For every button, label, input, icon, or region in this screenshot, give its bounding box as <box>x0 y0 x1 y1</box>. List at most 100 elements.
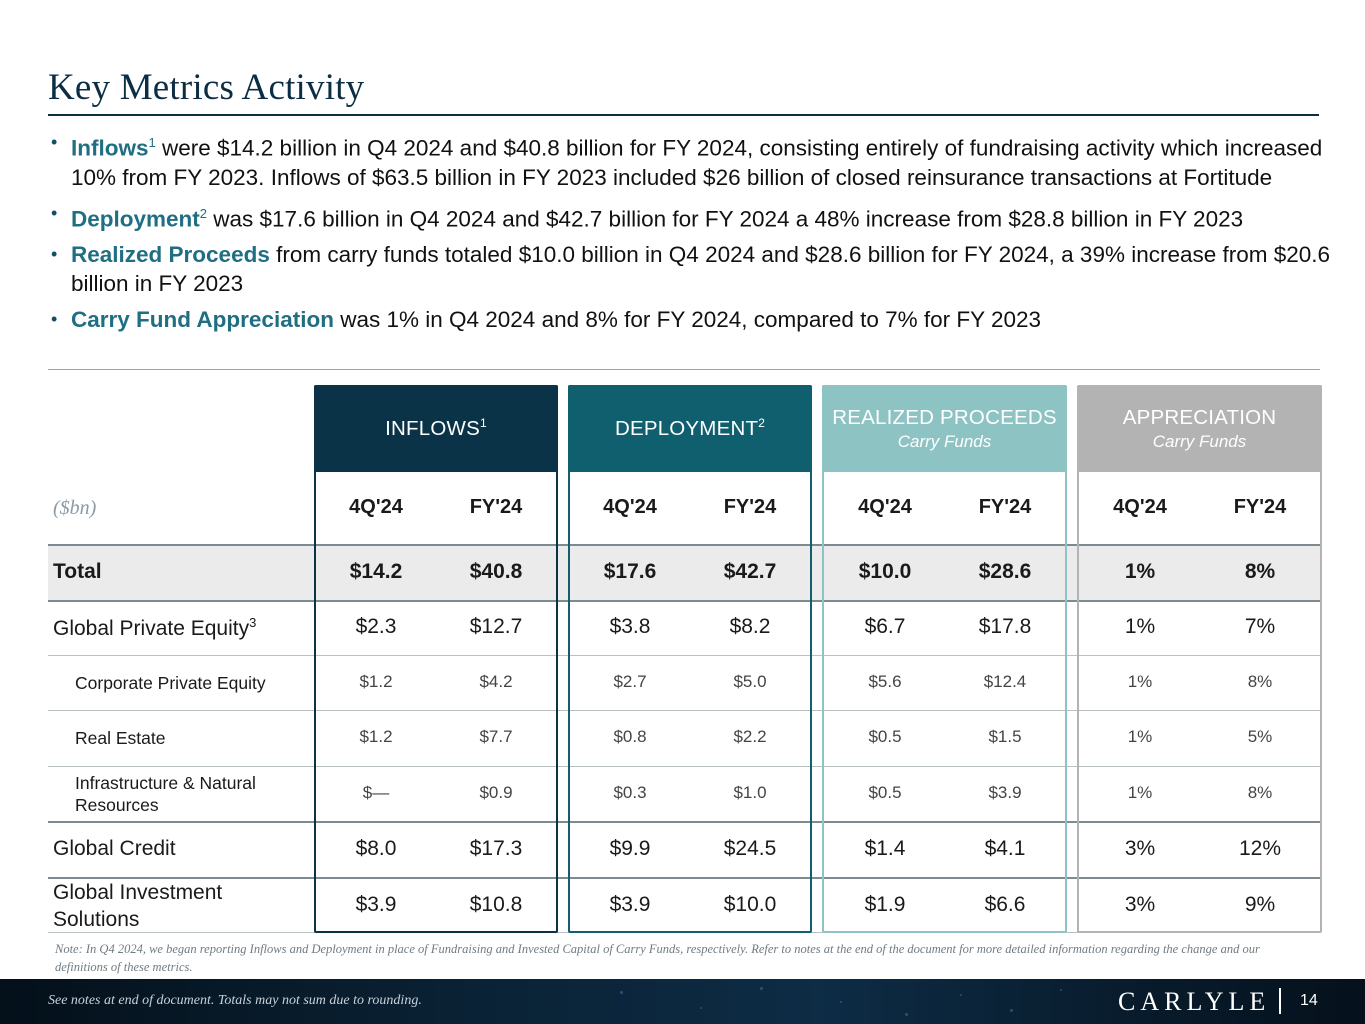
page-title: Key Metrics Activity <box>48 67 365 108</box>
table-cell: $0.3 <box>613 783 647 802</box>
table-cell: $42.7 <box>723 560 777 583</box>
bullet-term: Deployment <box>71 206 200 231</box>
row-divider <box>48 544 1320 546</box>
table-cell: $10.0 <box>858 560 912 583</box>
group-title: INFLOWS <box>385 416 480 440</box>
table-cell: $6.7 <box>864 615 906 638</box>
table-cell: $3.9 <box>355 893 397 916</box>
table-cell: 5% <box>1247 727 1273 746</box>
table-cell: $4.2 <box>479 672 513 691</box>
table-cell: $4.1 <box>984 837 1026 860</box>
footnote-ref: 1 <box>479 416 487 431</box>
unit-label: ($bn) <box>53 497 97 519</box>
table-cell: 1% <box>1124 615 1156 638</box>
period-header: FY'24 <box>723 496 777 518</box>
table-cell: 1% <box>1127 727 1153 746</box>
table-cell: $17.8 <box>978 615 1032 638</box>
bullet-dot-icon: • <box>51 308 58 329</box>
row-divider <box>48 710 1320 711</box>
table-cell: $24.5 <box>723 837 777 860</box>
table-cell: $0.9 <box>479 783 513 802</box>
bullet-term: Carry Fund Appreciation <box>71 306 334 332</box>
footnote-ref: 2 <box>758 416 766 431</box>
row-label-global-credit: Global Credit <box>53 837 176 860</box>
table-cell: $1.2 <box>359 727 393 746</box>
footnote-ref: 2 <box>199 205 208 221</box>
table-cell: $7.7 <box>479 727 513 746</box>
row-label-corporate-private-equity: Corporate Private Equity <box>75 673 266 693</box>
appreciation-header: APPRECIATION Carry Funds <box>1077 385 1322 472</box>
table-cell: $5.0 <box>733 672 767 691</box>
bullet-deployment: • Deployment2 was $17.6 billion in Q4 20… <box>48 199 1333 234</box>
period-header: FY'24 <box>1233 496 1287 518</box>
footer-bar: See notes at end of document. Totals may… <box>0 979 1365 1024</box>
period-header: FY'24 <box>978 496 1032 518</box>
table-cell: $3.8 <box>609 615 651 638</box>
table-cell: $14.2 <box>349 560 403 583</box>
table-cell: $5.6 <box>868 672 902 691</box>
bullet-term: Realized Proceeds <box>71 241 270 267</box>
table-cell: 9% <box>1244 893 1276 916</box>
footer-disclaimer: See notes at end of document. Totals may… <box>48 993 422 1008</box>
total-row-band <box>48 545 1320 600</box>
table-cell: $9.9 <box>609 837 651 860</box>
bullet-dot-icon: • <box>51 243 58 264</box>
inflows-header: INFLOWS1 <box>314 385 558 472</box>
table-cell: $2.7 <box>613 672 647 691</box>
group-title: DEPLOYMENT <box>614 416 759 440</box>
table-cell: $1.0 <box>733 783 767 802</box>
carlyle-logo: CARLYLE <box>1118 987 1271 1016</box>
row-divider <box>48 600 1320 602</box>
table-cell: $6.6 <box>984 893 1026 916</box>
period-header: FY'24 <box>469 496 523 518</box>
bullet-appreciation: • Carry Fund Appreciation was 1% in Q4 2… <box>48 305 1333 335</box>
table-cell: $8.2 <box>729 615 771 638</box>
period-header: 4Q'24 <box>603 496 657 518</box>
row-divider <box>48 655 1320 656</box>
table-cell: $2.3 <box>355 615 397 638</box>
table-cell: $1.2 <box>359 672 393 691</box>
table-cell: $17.3 <box>469 837 523 860</box>
realized-proceeds-header: REALIZED PROCEEDS Carry Funds <box>822 385 1067 472</box>
table-cell: $40.8 <box>469 560 523 583</box>
table-cell: 3% <box>1124 893 1156 916</box>
note-text: Note: In Q4 2024, we began reporting Inf… <box>55 942 1260 974</box>
table-cell: 3% <box>1124 837 1156 860</box>
row-label-global-investment-solutions: Global Investment Solutions <box>53 881 223 931</box>
deployment-header: DEPLOYMENT2 <box>568 385 812 472</box>
period-header: 4Q'24 <box>349 496 403 518</box>
period-header: 4Q'24 <box>858 496 912 518</box>
table-cell: $12.7 <box>469 615 523 638</box>
section-divider <box>48 369 1320 370</box>
table-cell: $8.0 <box>355 837 397 860</box>
logo-divider <box>1279 988 1281 1014</box>
table-cell: $1.5 <box>988 727 1022 746</box>
table-cell: $17.6 <box>603 560 657 583</box>
group-title: REALIZED PROCEEDS <box>832 405 1057 429</box>
table-cell: $3.9 <box>609 893 651 916</box>
row-divider <box>48 877 1320 879</box>
bullet-list: • Inflows1 were $14.2 billion in Q4 2024… <box>48 128 1333 340</box>
table-cell: $— <box>362 783 390 802</box>
table-cell: $1.4 <box>864 837 906 860</box>
row-label-text: Global Private Equity <box>53 617 250 640</box>
bullet-inflows: • Inflows1 were $14.2 billion in Q4 2024… <box>48 128 1333 193</box>
table-cell: 8% <box>1247 783 1273 802</box>
table-cell: $28.6 <box>978 560 1032 583</box>
table-cell: 1% <box>1124 560 1156 583</box>
group-subtitle: Carry Funds <box>1152 431 1247 451</box>
table-cell: $0.5 <box>868 727 902 746</box>
bullet-text: was $17.6 billion in Q4 2024 and $42.7 b… <box>207 206 1244 231</box>
table-cell: $12.4 <box>983 672 1027 691</box>
bullet-text: from carry funds totaled $10.0 billion i… <box>71 241 1331 297</box>
table-cell: 7% <box>1244 615 1276 638</box>
table-cell: $0.8 <box>613 727 647 746</box>
table-cell: $1.9 <box>864 893 906 916</box>
page-number: 14 <box>1300 992 1318 1009</box>
footnote-ref: 1 <box>148 135 156 150</box>
table-cell: 8% <box>1244 560 1276 583</box>
table-cell: $2.2 <box>733 727 767 746</box>
title-divider <box>48 114 1319 116</box>
row-label-infrastructure: Infrastructure & Natural Resources <box>75 773 256 815</box>
bullet-text: were $14.2 billion in Q4 2024 and $40.8 … <box>71 135 1323 191</box>
